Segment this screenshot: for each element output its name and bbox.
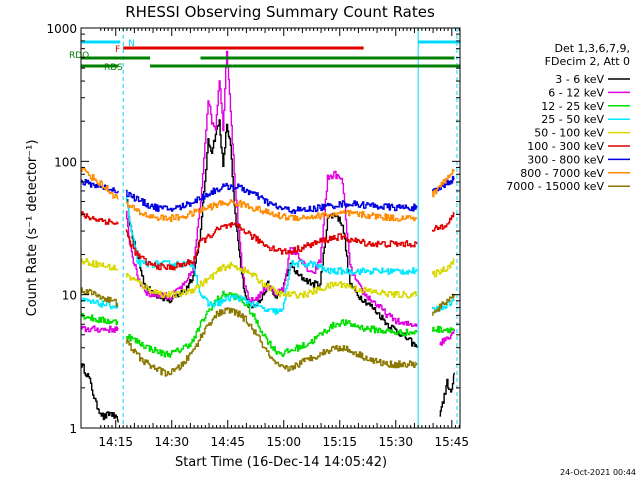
flag-f: F: [115, 45, 364, 55]
flag-n: N: [81, 39, 460, 49]
series-line: [125, 261, 418, 299]
legend-item: 800 - 7000 keV: [520, 167, 630, 180]
series-line: [125, 290, 418, 358]
series-line: [432, 169, 455, 198]
y-axis-label: Count Rate (s⁻¹ detector⁻¹): [25, 140, 40, 317]
legend-item: 6 - 12 keV: [548, 86, 630, 99]
legend-label: 50 - 100 keV: [534, 127, 604, 140]
flag-rds: RDS: [81, 63, 460, 73]
y-tick-label: 1: [69, 422, 77, 436]
series-7000-15000-kev: [81, 287, 456, 377]
y-tick-label: 10: [62, 289, 77, 303]
chart-title: RHESSI Observing Summary Count Rates: [125, 3, 435, 21]
series-line: [125, 50, 418, 328]
flag-bars: NF RDO RDS: [69, 39, 460, 73]
x-axis-ticks: 14:15 14:30 14:45 15:00 15:15 15:30 15:45: [98, 28, 469, 449]
series-6-12-kev: [81, 50, 456, 346]
legend-label: 6 - 12 keV: [548, 86, 604, 99]
x-tick-label: 15:45: [434, 435, 469, 449]
legend-label: 800 - 7000 keV: [520, 167, 604, 180]
series-line: [81, 363, 119, 423]
x-axis-label: Start Time (16-Dec-14 14:05:42): [175, 455, 387, 470]
series-line: [81, 258, 119, 271]
series-line: [81, 312, 119, 326]
x-tick-label: 14:45: [210, 435, 245, 449]
x-tick-label: 15:00: [266, 435, 301, 449]
series-line: [125, 221, 418, 271]
legend-item: 25 - 50 keV: [541, 113, 630, 126]
flag-label: RDO: [69, 51, 89, 61]
legend-label: 25 - 50 keV: [541, 113, 604, 126]
series-line: [81, 297, 119, 310]
series-line: [439, 372, 456, 417]
y-axis-ticks: 1 10 100 1000: [46, 22, 460, 436]
y-tick-label: 100: [54, 155, 77, 169]
series-layer: [81, 50, 456, 423]
legend-item: 3 - 6 keV: [555, 73, 630, 86]
legend-header-line-1: Det 1,3,6,7,9,: [554, 42, 630, 55]
series-line: [125, 182, 418, 215]
series-800-7000-kev: [81, 167, 455, 223]
series-50-100-kev: [81, 256, 455, 299]
legend-item: 50 - 100 keV: [534, 127, 630, 140]
legend-label: 12 - 25 keV: [541, 100, 604, 113]
legend-label: 7000 - 15000 keV: [506, 180, 604, 193]
series-line: [81, 287, 119, 307]
series-line: [125, 199, 418, 223]
series-100-300-kev: [81, 210, 455, 271]
legend-label: 300 - 800 keV: [527, 153, 604, 166]
x-tick-label: 14:30: [154, 435, 189, 449]
legend-item: 300 - 800 keV: [527, 153, 630, 166]
flag-label: RDS: [104, 63, 123, 73]
flag-label: F: [115, 45, 120, 55]
series-line: [81, 167, 119, 200]
x-tick-label: 14:15: [98, 435, 133, 449]
series-12-25-kev: [81, 290, 455, 358]
legend-item: 100 - 300 keV: [527, 140, 630, 153]
series-line: [432, 210, 455, 232]
x-tick-label: 15:15: [322, 435, 357, 449]
y-tick-label: 1000: [46, 22, 77, 36]
flag-rdo: RDO: [69, 51, 455, 61]
legend-item: 7000 - 15000 keV: [506, 180, 630, 193]
generation-timestamp: 24-Oct-2021 00:44: [560, 468, 636, 477]
series-line: [432, 297, 455, 313]
legend-header-line-2: FDecim 2, Att 0: [545, 55, 630, 68]
flag-label: N: [128, 39, 135, 49]
series-line: [125, 307, 418, 377]
legend-label: 3 - 6 keV: [555, 73, 604, 86]
series-line: [81, 211, 119, 225]
series-line: [432, 293, 456, 316]
series-line: [432, 325, 455, 334]
series-line: [81, 325, 119, 333]
x-tick-label: 15:30: [378, 435, 413, 449]
series-line: [432, 256, 455, 278]
series-line: [439, 329, 456, 346]
legend-label: 100 - 300 keV: [527, 140, 604, 153]
legend-item: 12 - 25 keV: [541, 100, 630, 113]
plot-frame: [80, 27, 461, 429]
